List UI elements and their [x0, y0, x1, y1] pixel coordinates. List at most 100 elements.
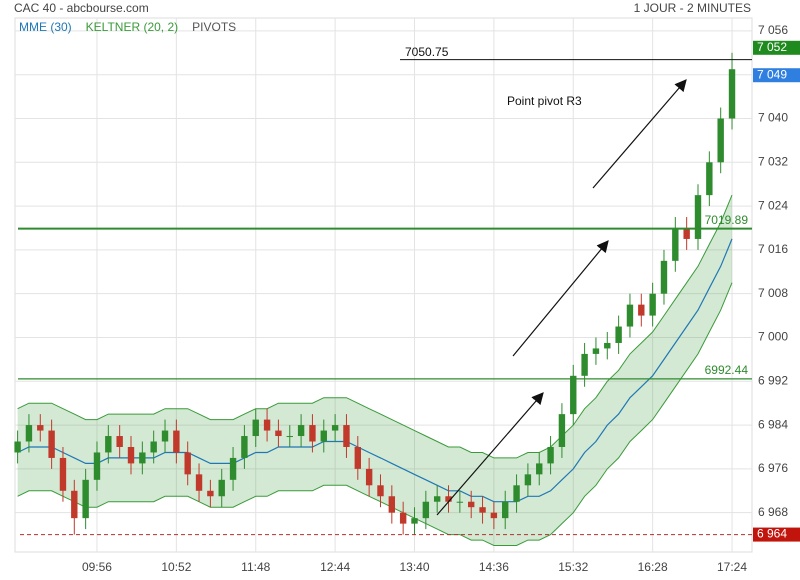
arrow	[512, 240, 609, 357]
candle-body	[638, 304, 645, 316]
candle-body	[456, 501, 464, 503]
candle-body	[694, 195, 702, 239]
candle-body	[604, 342, 611, 349]
candle-body	[728, 69, 736, 119]
candle-body	[422, 501, 430, 519]
candle-body	[252, 419, 259, 437]
candle-body	[184, 452, 191, 475]
pivot-label: 7019.89	[705, 213, 749, 227]
candle-body	[468, 501, 475, 508]
price-box-label: 7 049	[757, 67, 787, 81]
y-tick-label: 6 984	[758, 417, 788, 431]
candle-body	[683, 227, 690, 239]
price-box	[753, 68, 800, 83]
candle-body	[615, 326, 622, 343]
pivot-label: 7050.75	[405, 45, 449, 59]
candle-body	[343, 425, 350, 447]
chart-title: CAC 40 - abcbourse.com	[14, 1, 149, 15]
candle-body	[490, 512, 498, 519]
candle-body	[241, 436, 248, 458]
candle-body	[82, 479, 89, 519]
y-tick-label: 7 008	[758, 286, 788, 300]
y-tick-label: 6 992	[758, 373, 788, 387]
candle-body	[139, 452, 146, 464]
candle-body	[411, 518, 418, 524]
candle-body	[14, 441, 21, 453]
candle-body	[286, 436, 293, 438]
candle-body	[320, 430, 327, 442]
candle-body	[706, 162, 713, 196]
candle-body	[377, 485, 384, 497]
candle-body	[207, 490, 214, 497]
x-tick-label: 11:48	[241, 560, 270, 574]
x-tick-label: 12:44	[320, 560, 350, 574]
candle-body	[581, 353, 588, 376]
y-tick-label: 7 040	[758, 111, 788, 125]
price-box	[753, 527, 800, 542]
candle-body	[297, 425, 305, 437]
candle-body	[59, 457, 67, 491]
candle-body	[513, 485, 520, 502]
y-tick-label: 7 000	[758, 330, 788, 344]
candle-body	[570, 375, 577, 415]
x-tick-label: 17:24	[717, 560, 747, 574]
x-tick-label: 15:32	[558, 560, 588, 574]
candle-body	[71, 490, 78, 519]
candle-body	[399, 512, 407, 524]
candle-body	[524, 474, 532, 486]
plot-frame	[14, 17, 753, 553]
candle-body	[37, 425, 44, 431]
candle-body	[173, 430, 180, 453]
mme-line	[17, 238, 733, 503]
y-tick-label: 6 968	[758, 505, 788, 519]
candle-body	[116, 436, 123, 447]
candle-body	[547, 446, 554, 464]
candle-body	[309, 425, 316, 442]
candles	[14, 52, 736, 535]
candle-body	[331, 425, 339, 431]
candle-body	[105, 436, 112, 453]
candle-body	[229, 457, 237, 480]
candle-body	[150, 441, 157, 453]
grid: 6 968 6 976 6 984 6 992 7 000 7 008 7 016 7 024…	[15, 18, 788, 574]
y-tick-label: 7 056	[758, 23, 788, 37]
candle-body	[445, 496, 452, 502]
price-box-label: 6 964	[757, 527, 787, 541]
x-tick-label: 09:56	[82, 560, 112, 574]
candle-body	[218, 479, 225, 497]
overlays: Point pivot R3 7050.75 7019.89 6992.44 7 05…	[18, 20, 800, 542]
pivot-label: 6992.44	[705, 363, 749, 377]
candle-body	[433, 496, 441, 502]
price-box	[753, 40, 800, 55]
candle-body	[558, 414, 566, 447]
y-tick-label: 7 016	[758, 242, 788, 256]
candle-body	[592, 348, 600, 354]
candle-body	[536, 463, 543, 475]
y-tick-label: 7 024	[758, 198, 788, 212]
price-box-label: 7 052	[757, 40, 787, 54]
candle-body	[649, 293, 656, 316]
x-tick-label: 13:40	[399, 560, 429, 574]
legend-entry: KELTNER (20, 2)	[86, 20, 178, 34]
candle-body	[263, 419, 271, 431]
keltner-upper	[17, 194, 733, 459]
candle-body	[626, 304, 634, 327]
candle-body	[660, 260, 668, 294]
x-tick-label: 16:28	[638, 560, 668, 574]
arrow	[436, 392, 544, 516]
keltner-lower	[17, 282, 733, 546]
candle-body	[275, 430, 282, 437]
legend-entry: PIVOTS	[192, 20, 236, 34]
candle-body	[672, 227, 679, 261]
x-tick-label: 10:52	[161, 560, 191, 574]
arrow	[592, 79, 687, 189]
y-tick-label: 6 976	[758, 461, 788, 475]
candle-body	[717, 118, 724, 163]
chart-subtitle: 1 JOUR - 2 MINUTES	[634, 1, 751, 15]
candle-body	[195, 474, 203, 491]
candle-body	[161, 430, 169, 442]
candle-body	[354, 446, 361, 469]
candle-body	[502, 501, 509, 519]
legend-entry: MME (30)	[19, 20, 72, 34]
